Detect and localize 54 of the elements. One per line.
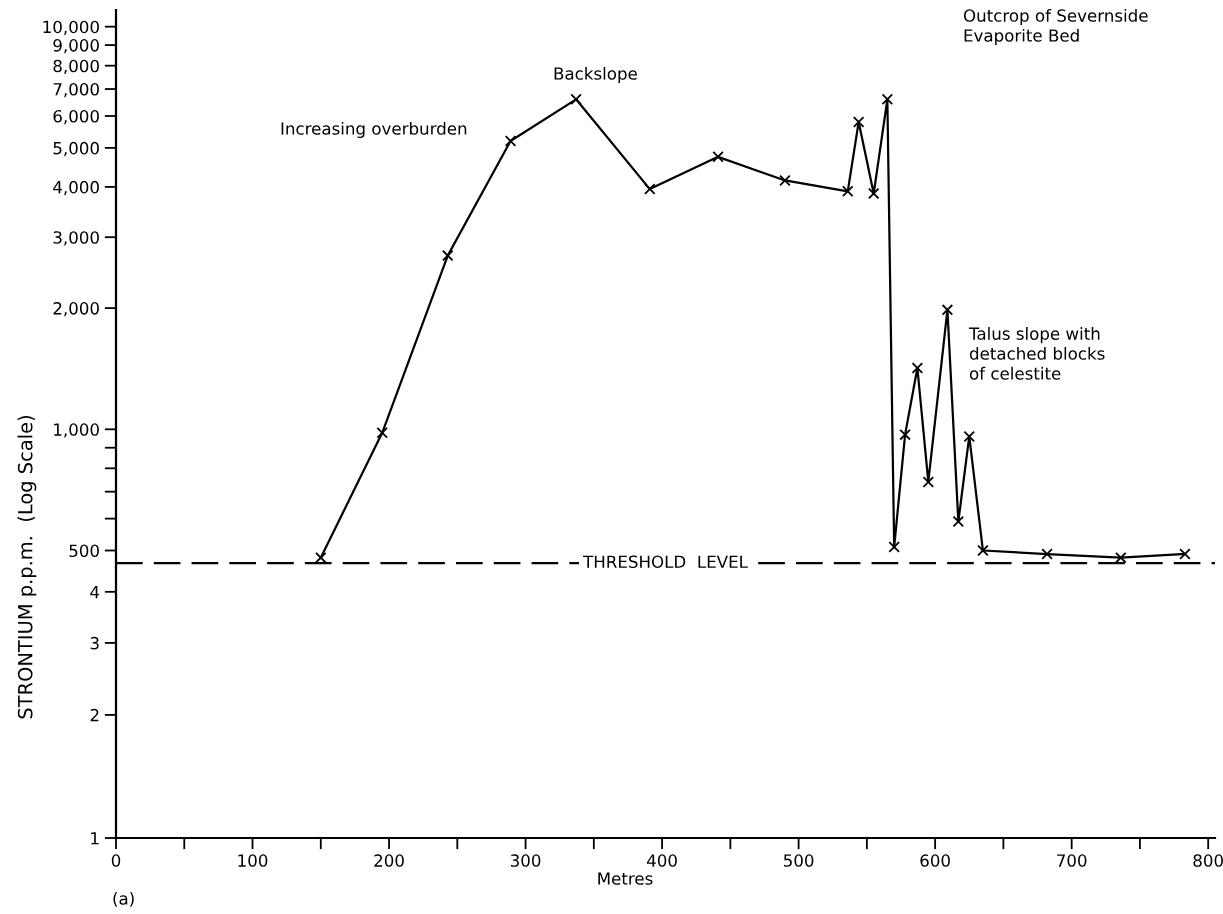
ref-line-label: THRESHOLD LEVEL (583, 555, 748, 569)
y-tick-label: 2,000 (53, 302, 99, 317)
point (504, 135, 517, 147)
y-tick-label: 4 (90, 586, 100, 599)
x-tick-label: 500 (783, 854, 814, 867)
point (888, 541, 900, 553)
point (911, 362, 924, 374)
y-axis-title: STRONTIUM p.p.m. (Log Scale) (17, 416, 37, 719)
x-tick-label: 100 (238, 854, 268, 867)
y-tick-label: 9,000 (53, 39, 99, 54)
point (963, 430, 976, 443)
point (376, 427, 388, 439)
x-tick-label: 600 (920, 854, 950, 867)
point (441, 249, 454, 262)
y-tick-label: 10,000 (43, 20, 99, 35)
y-tick-label: 3 (90, 636, 99, 650)
y-tick-label: 7,000 (53, 83, 99, 98)
point (941, 304, 954, 316)
point (712, 151, 724, 163)
point (570, 93, 582, 106)
point (841, 185, 854, 198)
y-tick-label: 6,000 (53, 109, 99, 125)
y-tick-label: 2 (90, 708, 99, 722)
point (1041, 548, 1053, 560)
text: (a) (113, 891, 134, 907)
y-tick-label: 8,000 (53, 59, 99, 74)
x-tick-label: 0 (111, 854, 121, 867)
x-axis-title: Metres (598, 872, 653, 885)
point (922, 476, 935, 488)
point (867, 187, 880, 200)
x-tick-label: 200 (374, 854, 404, 867)
point (977, 544, 989, 557)
y-tick-label: 3,000 (53, 231, 99, 246)
annotation: Talus slope with detached blocks of celestite (968, 327, 1105, 380)
y-tick-label: 5,000 (53, 141, 99, 157)
annotation: Increasing overburden (281, 121, 467, 139)
annotation: Outcrop of Severnside Evaporite Bed (963, 8, 1148, 46)
point (1179, 548, 1191, 560)
point (899, 428, 911, 441)
y-tick-label: 1,000 (54, 423, 99, 438)
point (644, 183, 656, 195)
y-tick-label: 500 (69, 544, 99, 558)
x-tick-label: 300 (510, 854, 541, 867)
point (779, 174, 791, 187)
point (881, 93, 894, 106)
point (852, 116, 865, 128)
x-tick-label: 700 (1057, 854, 1087, 867)
x-tick-label: 400 (647, 854, 677, 867)
x-tick-label: 800 (1193, 854, 1223, 867)
y-tick-label: 1 (91, 832, 99, 845)
y-tick-label: 4,000 (53, 180, 99, 196)
annotation: Backslope (554, 66, 637, 84)
point (952, 515, 965, 528)
point (1115, 551, 1127, 564)
